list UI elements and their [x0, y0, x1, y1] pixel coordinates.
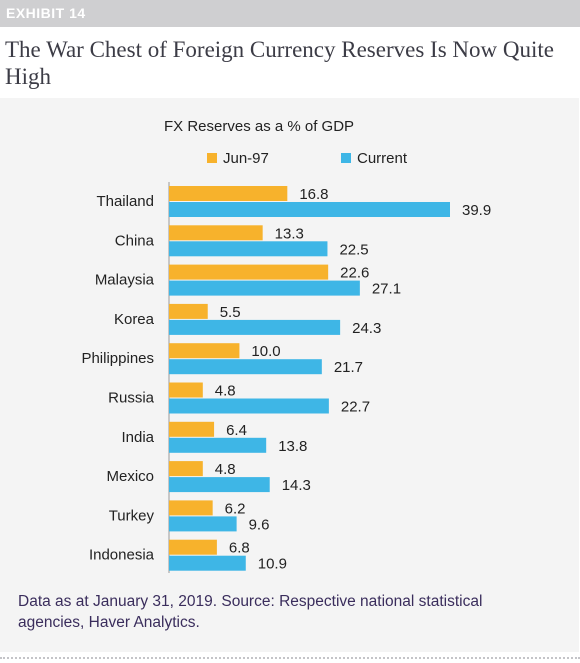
data-label: 13.3 [275, 225, 304, 242]
data-label: 16.8 [299, 186, 328, 203]
bar-jun97 [169, 343, 240, 359]
bar-jun97 [169, 186, 288, 201]
bar-current [169, 555, 246, 571]
bar-jun97 [169, 225, 263, 241]
footnote: Data as at January 31, 2019. Source: Res… [18, 593, 483, 631]
bar-jun97 [169, 303, 208, 319]
data-label: 9.6 [249, 516, 270, 533]
data-label: 4.8 [215, 383, 236, 400]
data-label: 39.9 [462, 202, 491, 219]
category-label: Mexico [106, 468, 154, 485]
data-label: 13.8 [278, 438, 307, 455]
category-label: China [115, 232, 155, 249]
bar-current [169, 359, 322, 375]
bar-current [169, 319, 341, 335]
data-label: 22.6 [340, 265, 369, 282]
data-label: 22.5 [339, 241, 368, 258]
data-label: 22.7 [341, 399, 370, 416]
bar-current [169, 280, 360, 296]
legend-swatch-current [341, 153, 351, 163]
bar-current [169, 241, 328, 257]
category-label: Philippines [81, 350, 154, 367]
page-title: The War Chest of Foreign Currency Reserv… [5, 37, 554, 89]
bar-jun97 [169, 539, 217, 555]
bar-jun97 [169, 421, 215, 437]
bottom-divider [0, 657, 580, 659]
bar-jun97 [169, 264, 329, 280]
category-label: Russia [108, 390, 155, 407]
chart-panel [0, 98, 579, 652]
category-label: Indonesia [89, 547, 155, 564]
bar-current [169, 437, 267, 453]
data-label: 27.1 [372, 281, 401, 298]
category-label: Turkey [109, 507, 155, 524]
bar-current [169, 516, 237, 532]
legend-swatch-jun97 [207, 153, 217, 163]
bar-current [169, 398, 329, 414]
bar-jun97 [169, 461, 203, 477]
legend-label-current: Current [357, 150, 408, 167]
chart-title: FX Reserves as a % of GDP [164, 118, 355, 135]
data-label: 21.7 [334, 359, 363, 376]
category-label: India [121, 429, 154, 446]
legend-item-current: Current [341, 150, 431, 167]
data-label: 14.3 [282, 477, 311, 494]
legend-item-jun97: Jun-97 [207, 150, 297, 167]
data-label: 10.9 [258, 556, 287, 573]
bar-jun97 [169, 382, 203, 398]
bar-current [169, 202, 450, 217]
data-label: 6.8 [229, 540, 250, 557]
exhibit-label: EXHIBIT 14 [6, 5, 86, 21]
data-label: 4.8 [215, 461, 236, 478]
bar-current [169, 477, 270, 493]
category-label: Thailand [96, 193, 154, 210]
data-label: 6.4 [226, 422, 247, 439]
bar-jun97 [169, 500, 213, 516]
legend-label-jun97: Jun-97 [223, 150, 269, 167]
data-label: 6.2 [225, 500, 246, 517]
data-label: 10.0 [251, 343, 280, 360]
exhibit-header: EXHIBIT 14 [0, 0, 580, 27]
category-label: Malaysia [95, 272, 155, 289]
category-label: Korea [114, 311, 155, 328]
data-label: 5.5 [220, 304, 241, 321]
data-label: 24.3 [352, 320, 381, 337]
